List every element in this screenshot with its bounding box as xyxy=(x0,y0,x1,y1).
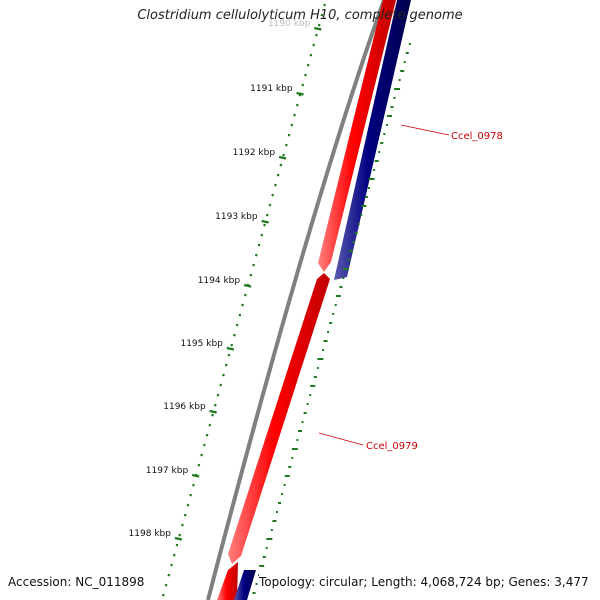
feature-label-ccel-0979[interactable]: Ccel_0979 xyxy=(366,441,418,452)
scale-label: 1194 kbp xyxy=(198,276,241,286)
gc-tick xyxy=(233,333,236,337)
gc-tick xyxy=(211,413,214,417)
scale-tick xyxy=(226,346,235,351)
gc-tick xyxy=(241,303,244,307)
gc-tick xyxy=(192,483,195,487)
gc-tick xyxy=(306,63,310,67)
gc-tick xyxy=(312,43,316,47)
scale-label: 1195 kbp xyxy=(180,339,223,349)
feature-label-ccel-0978[interactable]: Ccel_0978 xyxy=(451,131,503,142)
gc-tick xyxy=(265,213,269,217)
gc-tick xyxy=(227,353,231,357)
gc-tick xyxy=(172,553,176,557)
gc-tick xyxy=(315,33,318,37)
gc-tick xyxy=(235,323,239,327)
gc-tick xyxy=(183,513,187,517)
gc-tick xyxy=(271,193,275,197)
gc-tick xyxy=(287,133,291,137)
gc-tick xyxy=(301,83,305,87)
gc-tick xyxy=(279,163,283,167)
scale-label: 1197 kbp xyxy=(146,466,189,476)
gc-tick xyxy=(208,423,212,427)
gc-tick xyxy=(254,253,258,257)
scale-tick xyxy=(174,536,183,541)
scale-tick xyxy=(209,409,217,414)
gc-tick xyxy=(230,343,234,347)
gc-tick xyxy=(181,523,184,527)
scale-tick xyxy=(278,155,287,160)
forward-cds-ccel-0979[interactable] xyxy=(228,273,330,564)
gc-tick xyxy=(186,503,190,507)
gc-tick xyxy=(219,383,223,387)
gc-tick xyxy=(290,123,294,127)
callout-line-ccel-0979 xyxy=(318,432,364,446)
forward-cds-track xyxy=(217,0,396,600)
scale-label: 1191 kbp xyxy=(250,84,293,94)
reverse-cds-track xyxy=(234,0,411,600)
gc-tick xyxy=(189,493,193,497)
scale-ruler: 1190 kbp 1191 kbp 1192 kbp 1193 kbp 1194 kbp… xyxy=(129,19,322,541)
gc-tick xyxy=(224,363,228,367)
forward-cds-next[interactable] xyxy=(217,562,238,600)
gc-tick xyxy=(222,373,225,377)
reverse-cds-next[interactable] xyxy=(234,570,256,600)
gc-tick xyxy=(238,313,242,317)
scale-tick xyxy=(191,473,200,478)
gc-tick xyxy=(282,153,285,157)
gc-tick xyxy=(257,243,261,247)
scale-label: 1198 kbp xyxy=(129,529,172,539)
gc-skew-track-outer xyxy=(252,43,411,594)
feature-callouts: Ccel_0978 Ccel_0979 xyxy=(318,124,503,452)
gc-tick xyxy=(205,433,209,437)
gc-tick xyxy=(175,543,179,547)
gc-tick xyxy=(323,3,326,7)
gc-tick xyxy=(197,463,201,467)
genome-summary-label: Topology: circular; Length: 4,068,724 bp… xyxy=(259,574,591,590)
scale-tick xyxy=(243,283,252,288)
gc-tick xyxy=(249,273,253,277)
gc-tick xyxy=(274,183,277,187)
gc-tick xyxy=(170,563,173,567)
scale-label: 1193 kbp xyxy=(215,212,258,222)
gc-tick xyxy=(317,23,321,27)
gc-tick xyxy=(216,393,220,397)
gc-tick xyxy=(276,173,280,177)
gc-tick xyxy=(320,13,324,17)
gc-tick xyxy=(164,583,168,587)
gc-tick xyxy=(252,263,255,267)
gc-tick xyxy=(260,233,264,237)
gc-skew-track-inner xyxy=(161,3,326,597)
gc-tick xyxy=(295,103,299,107)
gc-tick xyxy=(304,73,307,77)
gc-tick xyxy=(213,403,217,407)
genome-backbone xyxy=(206,0,386,600)
gc-tick xyxy=(293,113,296,117)
scale-label: 1196 kbp xyxy=(163,402,206,412)
scale-label: 1192 kbp xyxy=(233,148,276,158)
scale-tick xyxy=(314,26,322,31)
gc-tick xyxy=(284,143,288,147)
scale-tick xyxy=(261,219,269,224)
gc-tick xyxy=(200,453,203,457)
gc-tick xyxy=(243,293,247,297)
scale-tick xyxy=(296,91,304,96)
scale-label: 1190 kbp xyxy=(268,19,311,29)
gc-tick xyxy=(167,573,171,577)
reverse-cds-ccel-0978[interactable] xyxy=(334,0,411,280)
gc-tick xyxy=(161,593,165,597)
gc-tick xyxy=(309,53,313,57)
gc-tick xyxy=(202,443,206,447)
accession-label: Accession: NC_011898 xyxy=(8,574,145,590)
gc-tick xyxy=(178,533,182,537)
map-title: Clostridium cellulolyticum H10, complete… xyxy=(137,8,463,23)
callout-line-ccel-0978 xyxy=(400,124,450,136)
gc-tick xyxy=(268,203,272,207)
forward-cds-ccel-0978[interactable] xyxy=(318,0,396,272)
gc-tick xyxy=(263,223,266,227)
